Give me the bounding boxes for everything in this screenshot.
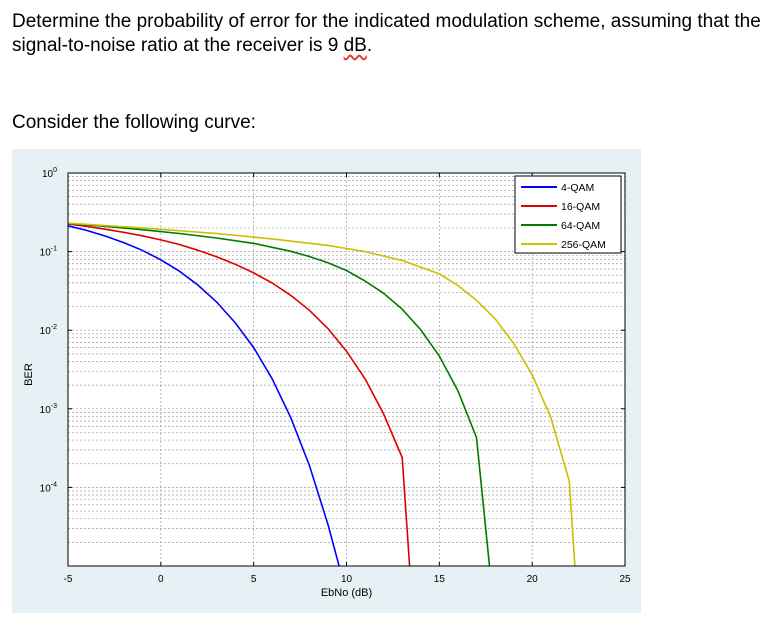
x-tick-label: 20 xyxy=(527,574,539,585)
axis-ticks: -5 0 5 10 15 20 25 100 10-1 10-2 10-3 10-4 xyxy=(40,167,631,585)
y-axis-label: BER xyxy=(23,363,35,386)
ber-chart: -5 0 5 10 15 20 25 100 10-1 10-2 10-3 10-4 EbNo (dB… xyxy=(23,167,631,599)
legend-box xyxy=(514,175,622,254)
series-lines xyxy=(67,222,576,567)
y-tick-label: 10-1 xyxy=(40,246,57,259)
x-tick-label: 5 xyxy=(251,574,257,585)
y-tick-label: 10-3 xyxy=(40,403,57,416)
question-unit-dB: dB xyxy=(343,35,367,56)
x-tick-label: 10 xyxy=(341,574,353,585)
legend-label-64-qam: 64-QAM xyxy=(561,220,600,232)
series-line-256-qam xyxy=(67,222,576,567)
consider-text: Consider the following curve: xyxy=(12,112,256,133)
legend: 4-QAM 16-QAM 64-QAM 256-QAM xyxy=(514,175,622,254)
question-text: Determine the probability of error for t… xyxy=(12,10,762,58)
series-line-4-qam xyxy=(67,225,340,567)
figure-frame: -5 0 5 10 15 20 25 100 10-1 10-2 10-3 10-4 EbNo (dB… xyxy=(12,149,641,613)
question-text-before: Determine the probability of error for t… xyxy=(12,11,761,56)
y-tick-label: 10-4 xyxy=(40,481,57,494)
x-axis-label: EbNo (dB) xyxy=(321,587,372,599)
y-tick-label: 10-2 xyxy=(40,324,57,337)
legend-label-4-qam: 4-QAM xyxy=(561,182,594,194)
legend-label-16-qam: 16-QAM xyxy=(561,201,600,213)
series-line-16-qam xyxy=(67,223,411,567)
x-tick-label: 0 xyxy=(158,574,164,585)
y-tick-label: 100 xyxy=(42,167,57,180)
x-tick-label: 15 xyxy=(434,574,446,585)
x-tick-label: -5 xyxy=(64,574,73,585)
question-text-after: . xyxy=(366,35,373,56)
x-tick-label: 25 xyxy=(619,574,631,585)
legend-label-256-qam: 256-QAM xyxy=(561,239,606,251)
series-line-64-qam xyxy=(67,222,491,567)
